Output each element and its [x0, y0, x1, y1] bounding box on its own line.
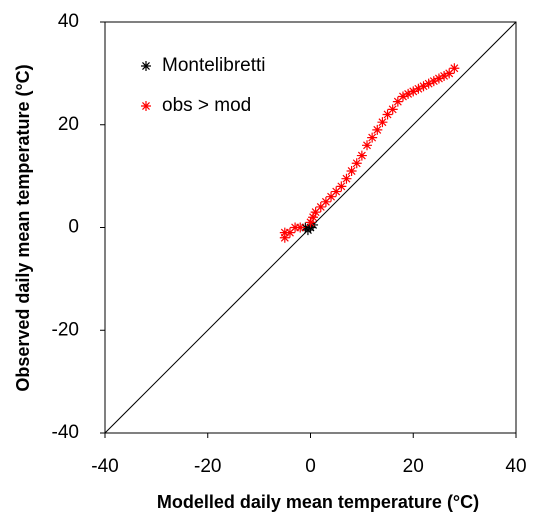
point: [284, 227, 295, 238]
point: [433, 73, 444, 84]
point: [428, 76, 439, 87]
x-tick-label: -20: [194, 456, 221, 477]
point: [382, 109, 393, 120]
x-axis-title: Modelled daily mean temperature (°C): [157, 492, 479, 512]
legend-label: Montelibretti: [162, 55, 266, 76]
point: [392, 96, 403, 107]
point: [408, 86, 419, 97]
legend-label: obs > mod: [162, 95, 251, 116]
point: [295, 222, 306, 233]
y-tick-label: -40: [52, 422, 79, 443]
point: [372, 124, 383, 135]
point: [336, 181, 347, 192]
point: [326, 191, 337, 202]
x-tick-label: 20: [403, 456, 424, 477]
y-tick-label: -20: [52, 319, 79, 340]
point: [397, 91, 408, 102]
y-tick-label: 20: [58, 114, 79, 135]
point: [346, 165, 357, 176]
point: [377, 117, 388, 128]
point: [351, 158, 362, 169]
point: [320, 196, 331, 207]
point: [310, 207, 321, 218]
point: [387, 104, 398, 115]
point: [341, 173, 352, 184]
legend-marker: [141, 101, 151, 111]
point: [279, 232, 290, 243]
y-tick-label: 0: [68, 217, 79, 238]
y-axis-title: Observed daily mean temperature (°C): [13, 64, 33, 391]
point: [315, 201, 326, 212]
point: [308, 212, 319, 223]
point: [403, 88, 414, 99]
point: [444, 68, 455, 79]
point: [279, 227, 290, 238]
point: [362, 140, 373, 151]
x-tick-label: -40: [91, 456, 118, 477]
point: [290, 222, 301, 233]
point: [356, 150, 367, 161]
x-tick-label: 40: [505, 456, 526, 477]
point: [418, 81, 429, 92]
point: [449, 63, 460, 74]
point: [413, 83, 424, 94]
point: [331, 186, 342, 197]
y-tick-label: 40: [58, 11, 79, 32]
x-tick-label: 0: [305, 456, 316, 477]
legend-marker: [141, 61, 151, 71]
point: [367, 132, 378, 143]
point: [305, 217, 316, 228]
point: [423, 78, 434, 89]
point: [439, 70, 450, 81]
